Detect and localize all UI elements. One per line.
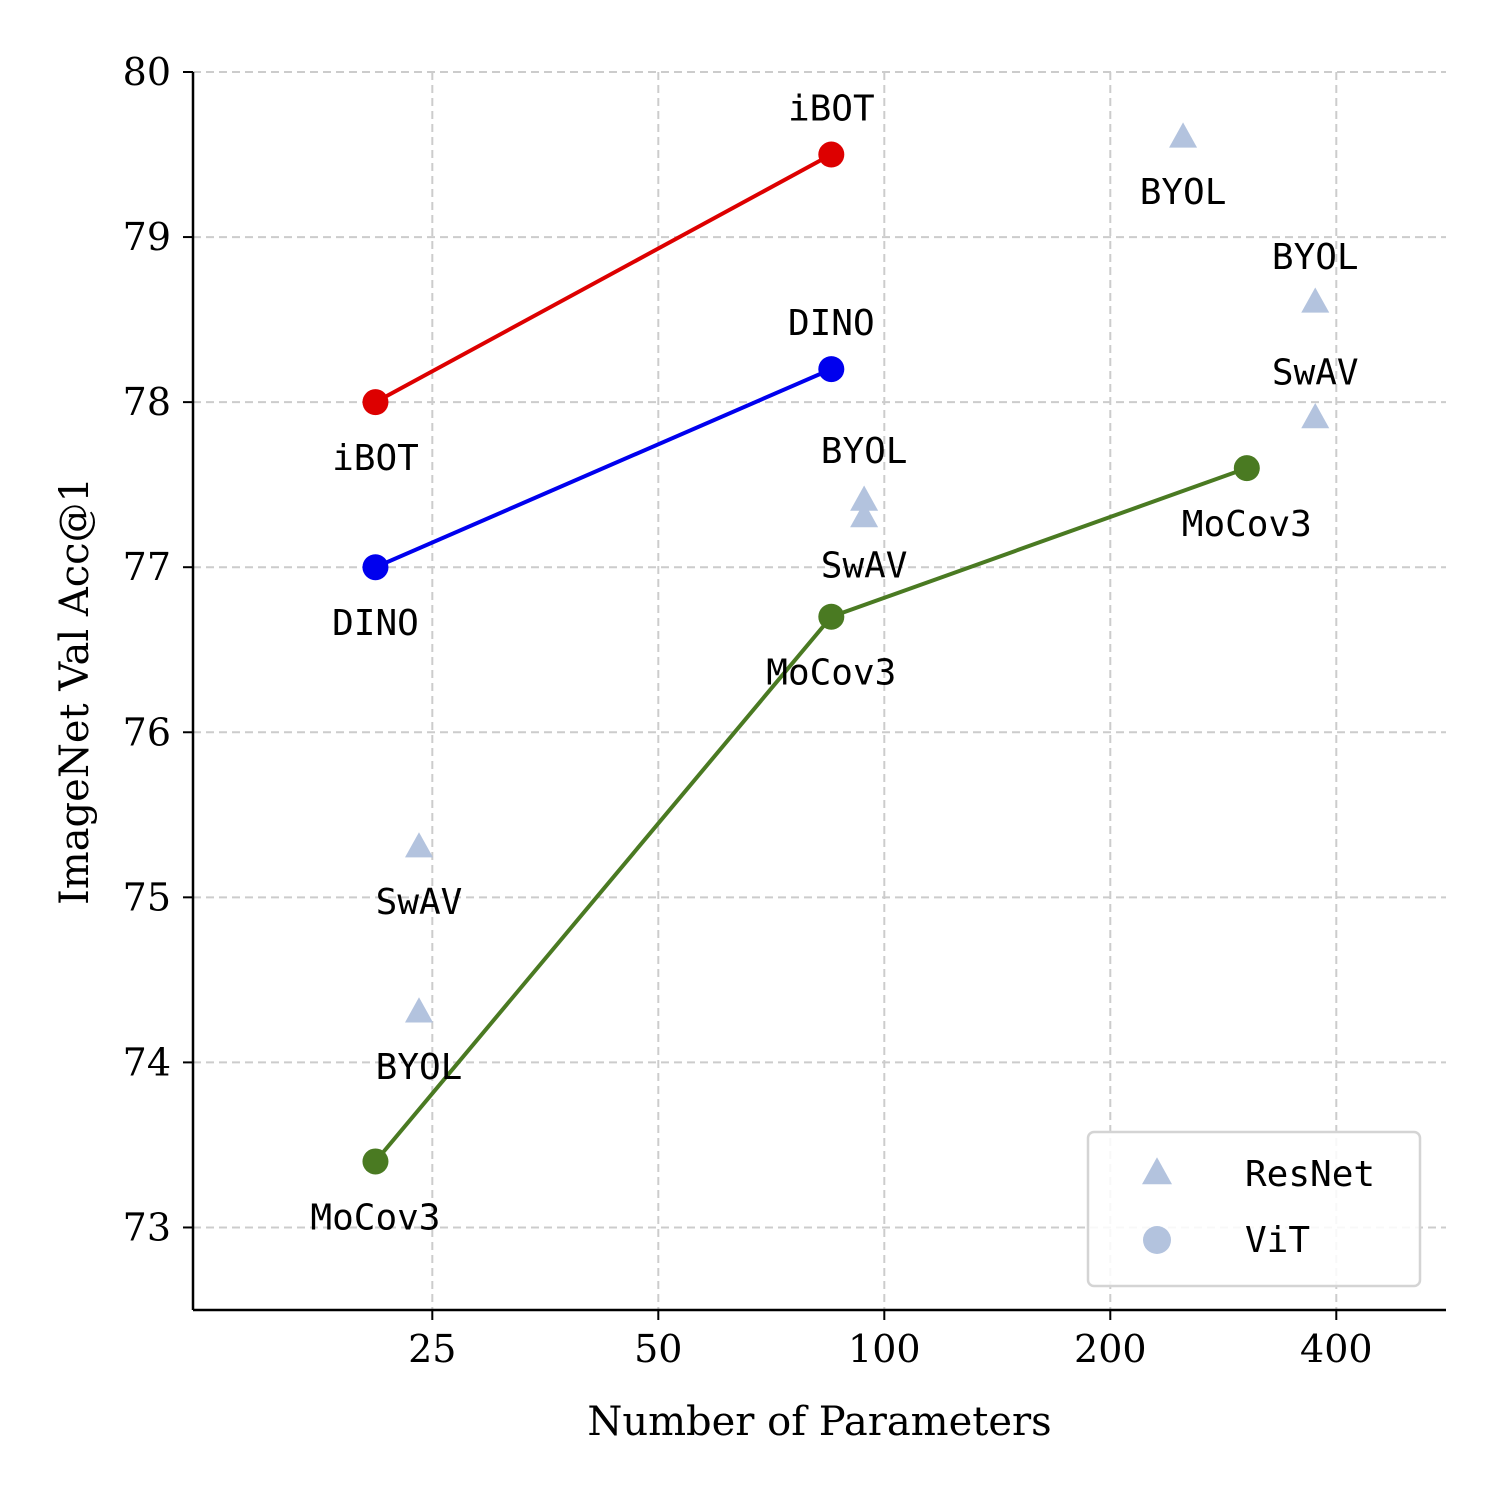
vit-point-label: MoCov3 [766,653,896,694]
resnet-point [404,997,433,1023]
y-tick-label: 76 [123,710,171,754]
x-tick-label: 25 [408,1327,456,1371]
vit-point-mocov3 [1233,455,1260,482]
y-tick-label: 78 [123,380,171,424]
resnet-point-label: SwAV [1272,353,1359,394]
vit-point-mocov3 [362,1148,389,1175]
legend-label: ResNet [1245,1154,1375,1195]
y-tick-label: 75 [123,875,171,919]
legend-triangle-icon [1142,1157,1172,1185]
resnet-point-label: BYOL [376,1047,463,1088]
resnet-point [1301,287,1330,313]
x-tick-label: 50 [634,1327,682,1371]
y-tick-label: 79 [123,215,171,259]
legend-label: ViT [1245,1220,1310,1261]
resnet-point [1301,403,1330,429]
resnet-point [404,832,433,858]
resnet-point [1169,122,1198,148]
resnet-point-label: BYOL [1272,237,1359,278]
series [362,122,1330,1175]
series-line-mocov3 [373,466,1248,1163]
y-tick-label: 73 [123,1205,171,1249]
vit-point-label: iBOT [788,89,875,130]
resnet-point [850,485,879,511]
series-line-ibot [374,152,833,404]
vit-point-label: DINO [332,603,419,644]
resnet-point-label: SwAV [376,882,463,923]
vit-point-label: DINO [788,303,875,344]
legend-box [1086,1130,1422,1288]
vit-point-label: MoCov3 [310,1197,440,1238]
vit-point-label: iBOT [332,438,419,479]
resnet-point-label: SwAV [821,546,908,587]
series-line-dino [374,367,833,570]
point-labels: SwAV BYOL BYOL SwAV BYOL BYOL SwAV iBOT iBOT DINO… [310,89,1358,1239]
x-tick-label: 100 [848,1327,921,1371]
vit-point-ibot [362,389,389,416]
y-tick-label: 74 [123,1040,171,1084]
axes: 25 50 100 200 400 73 74 75 76 77 78 79 80 Number of P… [52,50,1446,1445]
x-tick-label: 200 [1074,1327,1147,1371]
y-tick-label: 77 [123,545,171,589]
resnet-point-label: BYOL [821,431,908,472]
resnet-point-label: BYOL [1140,172,1227,213]
legend-circle-icon [1143,1226,1171,1254]
vit-point-mocov3 [818,603,845,630]
vit-point-label: MoCov3 [1182,504,1312,545]
y-axis-title: ImageNet Val Acc@1 [52,477,98,905]
resnet-point [850,502,879,528]
legend: ResNet ViT [1086,1130,1422,1288]
vit-point-ibot [818,141,845,168]
x-axis-title: Number of Parameters [587,1399,1051,1445]
y-tick-label: 80 [123,50,171,94]
x-tick-label: 400 [1300,1327,1373,1371]
vit-point-dino [818,356,845,383]
grid [193,71,1446,1310]
vit-point-dino [362,554,389,581]
